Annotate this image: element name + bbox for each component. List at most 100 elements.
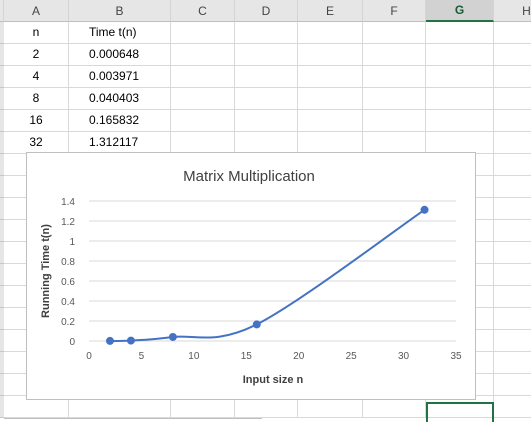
cell-e6[interactable] — [298, 132, 363, 154]
cell-time-value[interactable]: 0.003971 — [69, 66, 171, 88]
y-tick-label: 1.2 — [61, 217, 75, 228]
cell-h12[interactable] — [494, 264, 531, 286]
cell-d5[interactable] — [235, 110, 298, 132]
cell-d3[interactable] — [235, 66, 298, 88]
column-header-f[interactable]: F — [363, 0, 426, 22]
cell-e3[interactable] — [298, 66, 363, 88]
cell-f18[interactable] — [363, 396, 426, 418]
cell-f1[interactable] — [363, 22, 426, 44]
chart[interactable]: 0 0.2 0.4 0.6 0.8 1 1.2 1.4 0 5 10 15 20 25 30 35 Matrix… — [26, 152, 476, 400]
row-header[interactable] — [0, 220, 4, 242]
row-header[interactable] — [0, 264, 4, 286]
cell-h3[interactable] — [494, 66, 531, 88]
cell-e18[interactable] — [298, 396, 363, 418]
column-header-a[interactable]: A — [4, 0, 69, 22]
cell-c2[interactable] — [171, 44, 235, 66]
cell-n-value[interactable]: 4 — [4, 66, 69, 88]
header-cell-n[interactable]: n — [4, 22, 69, 44]
cell-time-value[interactable]: 1.312117 — [69, 132, 171, 154]
cell-d1[interactable] — [235, 22, 298, 44]
column-header-h[interactable]: H — [494, 0, 531, 22]
select-all-corner[interactable] — [0, 0, 4, 22]
cell-g5[interactable] — [426, 110, 494, 132]
cell-h1[interactable] — [494, 22, 531, 44]
row-header[interactable] — [0, 308, 4, 330]
x-axis-label: Input size n — [243, 374, 304, 386]
column-header-b[interactable]: B — [69, 0, 171, 22]
cell-g6[interactable] — [426, 132, 494, 154]
cell-h18[interactable] — [494, 396, 531, 418]
cell-c6[interactable] — [171, 132, 235, 154]
cell-h16[interactable] — [494, 352, 531, 374]
cell-h7[interactable] — [494, 154, 531, 176]
row-header[interactable] — [0, 396, 4, 418]
cell-g4[interactable] — [426, 88, 494, 110]
cell-e5[interactable] — [298, 110, 363, 132]
cell-h8[interactable] — [494, 176, 531, 198]
cell-c5[interactable] — [171, 110, 235, 132]
cell-g1[interactable] — [426, 22, 494, 44]
cell-h11[interactable] — [494, 242, 531, 264]
cell-h17[interactable] — [494, 374, 531, 396]
row-header[interactable] — [0, 374, 4, 396]
row-header[interactable] — [0, 44, 4, 66]
row-header[interactable] — [0, 330, 4, 352]
column-header-g[interactable]: G — [426, 0, 494, 22]
column-header-c[interactable]: C — [171, 0, 235, 22]
cell-h5[interactable] — [494, 110, 531, 132]
cell-f5[interactable] — [363, 110, 426, 132]
header-cell-time[interactable]: Time t(n) — [69, 22, 171, 44]
cell-c3[interactable] — [171, 66, 235, 88]
cell-time-value[interactable]: 0.000648 — [69, 44, 171, 66]
cell-h14[interactable] — [494, 308, 531, 330]
column-header-e[interactable]: E — [298, 0, 363, 22]
cell-a18[interactable] — [4, 396, 69, 418]
cell-n-value[interactable]: 32 — [4, 132, 69, 154]
column-header-d[interactable]: D — [235, 0, 298, 22]
cell-c4[interactable] — [171, 88, 235, 110]
row-header[interactable] — [0, 132, 4, 154]
row-header[interactable] — [0, 22, 4, 44]
cell-h9[interactable] — [494, 198, 531, 220]
cell-h13[interactable] — [494, 286, 531, 308]
cell-time-value[interactable]: 0.040403 — [69, 88, 171, 110]
cell-d2[interactable] — [235, 44, 298, 66]
cell-c1[interactable] — [171, 22, 235, 44]
selected-cell-outline[interactable] — [426, 402, 494, 422]
row-header[interactable] — [0, 286, 4, 308]
row-header[interactable] — [0, 66, 4, 88]
row-header[interactable] — [0, 88, 4, 110]
x-tick-label: 35 — [450, 351, 462, 362]
cell-n-value[interactable]: 16 — [4, 110, 69, 132]
cell-g3[interactable] — [426, 66, 494, 88]
row-header[interactable] — [0, 154, 4, 176]
cell-g2[interactable] — [426, 44, 494, 66]
cell-h15[interactable] — [494, 330, 531, 352]
cell-d6[interactable] — [235, 132, 298, 154]
row-header[interactable] — [0, 198, 4, 220]
cell-c18[interactable] — [171, 396, 235, 418]
cell-e2[interactable] — [298, 44, 363, 66]
cell-f4[interactable] — [363, 88, 426, 110]
cell-h4[interactable] — [494, 88, 531, 110]
row-header[interactable] — [0, 242, 4, 264]
cell-e4[interactable] — [298, 88, 363, 110]
cell-h10[interactable] — [494, 220, 531, 242]
row-header[interactable] — [0, 176, 4, 198]
cell-f6[interactable] — [363, 132, 426, 154]
cell-f2[interactable] — [363, 44, 426, 66]
cell-f3[interactable] — [363, 66, 426, 88]
cell-time-value[interactable]: 0.165832 — [69, 110, 171, 132]
cell-d18[interactable] — [235, 396, 298, 418]
y-tick-label: 0.6 — [61, 277, 75, 288]
cell-e1[interactable] — [298, 22, 363, 44]
cell-n-value[interactable]: 2 — [4, 44, 69, 66]
cell-b18[interactable] — [69, 396, 171, 418]
cell-n-value[interactable]: 8 — [4, 88, 69, 110]
row-header[interactable] — [0, 110, 4, 132]
cell-h6[interactable] — [494, 132, 531, 154]
row-header[interactable] — [0, 352, 4, 374]
cell-d4[interactable] — [235, 88, 298, 110]
cell-h2[interactable] — [494, 44, 531, 66]
